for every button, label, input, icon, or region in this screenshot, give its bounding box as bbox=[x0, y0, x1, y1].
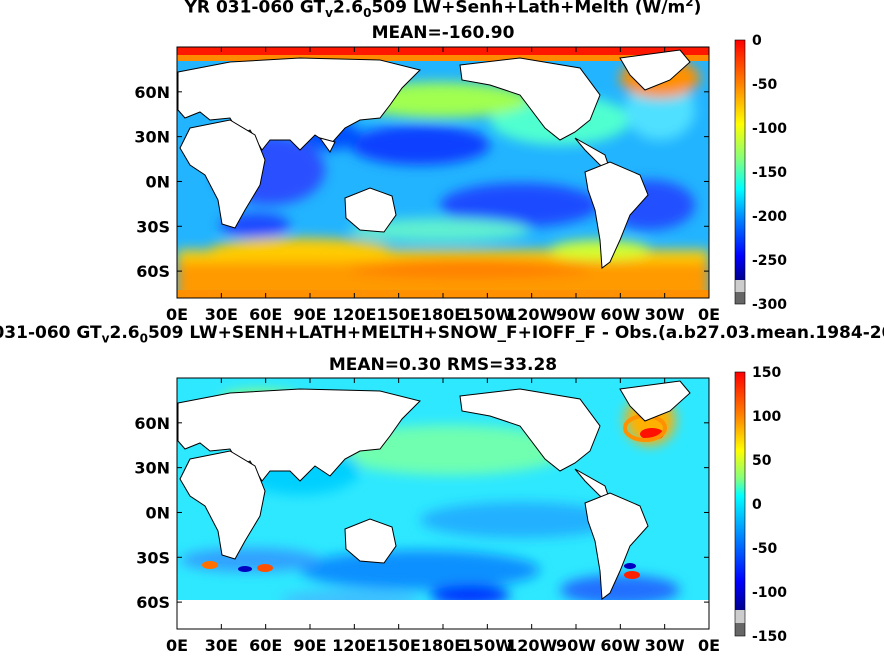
panel2-map bbox=[177, 378, 709, 629]
x-tick-label: 120E bbox=[332, 305, 376, 324]
y-tick-label: 0N bbox=[145, 503, 170, 522]
y-tick-label: 60N bbox=[134, 83, 170, 102]
colorbar-tick-label: -50 bbox=[752, 541, 778, 557]
colorbar-tick-label: 100 bbox=[752, 409, 781, 425]
y-tick-label: 60S bbox=[136, 262, 170, 281]
x-tick-label: 180E bbox=[421, 305, 465, 324]
x-tick-label: 120W bbox=[506, 305, 557, 324]
panel2-subtitle: MEAN=0.30 RMS=33.28 bbox=[328, 355, 558, 375]
panel1-map bbox=[177, 47, 709, 298]
x-tick-label: 0E bbox=[698, 636, 720, 655]
colorbar-tick-label: 0 bbox=[752, 33, 762, 49]
x-tick-label: 60E bbox=[249, 636, 282, 655]
x-tick-label: 90E bbox=[293, 305, 326, 324]
y-tick-label: 30S bbox=[136, 548, 170, 567]
x-tick-label: 90E bbox=[293, 636, 326, 655]
x-tick-label: 0E bbox=[698, 305, 720, 324]
x-tick-label: 60W bbox=[600, 636, 640, 655]
y-tick-label: 60S bbox=[136, 593, 170, 612]
x-tick-label: 0E bbox=[166, 636, 188, 655]
x-tick-label: 30W bbox=[645, 305, 685, 324]
x-tick-label: 60W bbox=[600, 305, 640, 324]
x-tick-label: 30E bbox=[205, 636, 238, 655]
colorbar-tick-label: -150 bbox=[752, 629, 787, 645]
colorbar-tick-label: -300 bbox=[752, 297, 787, 313]
y-tick-label: 30S bbox=[136, 217, 170, 236]
colorbar-tick-label: -250 bbox=[752, 253, 787, 269]
panel2-title: YR 031-060 GTv2.60509 LW+SENH+LATH+MELTH… bbox=[0, 323, 884, 346]
x-tick-label: 90W bbox=[556, 636, 596, 655]
x-tick-label: 30E bbox=[205, 305, 238, 324]
x-tick-label: 120E bbox=[332, 636, 376, 655]
panel2-colorbar bbox=[735, 372, 745, 610]
x-tick-label: 150E bbox=[377, 636, 421, 655]
x-tick-label: 150E bbox=[377, 305, 421, 324]
colorbar-tick-label: -100 bbox=[752, 585, 787, 601]
colorbar-tick-label: -150 bbox=[752, 165, 787, 181]
colorbar-tick-label: -50 bbox=[752, 77, 778, 93]
x-tick-label: 30W bbox=[645, 636, 685, 655]
x-tick-label: 150W bbox=[462, 305, 513, 324]
colorbar-tick-label: 150 bbox=[752, 365, 781, 381]
colorbar-tick-label: 50 bbox=[752, 453, 772, 469]
x-tick-label: 60E bbox=[249, 305, 282, 324]
x-tick-label: 0E bbox=[166, 305, 188, 324]
panel1-colorbar bbox=[735, 40, 745, 280]
x-tick-label: 90W bbox=[556, 305, 596, 324]
panel1-subtitle: MEAN=-160.90 bbox=[371, 23, 515, 43]
panel1-title: YR 031-060 GTv2.60509 LW+Senh+Lath+Melth… bbox=[184, 0, 702, 21]
x-tick-label: 150W bbox=[462, 636, 513, 655]
y-tick-label: 30N bbox=[134, 128, 170, 147]
x-tick-label: 180E bbox=[421, 636, 465, 655]
colorbar-tick-label: -200 bbox=[752, 209, 787, 225]
colorbar-tick-label: -100 bbox=[752, 121, 787, 137]
colorbar-tick-label: 0 bbox=[752, 497, 762, 513]
y-tick-label: 30N bbox=[134, 459, 170, 478]
y-tick-label: 0N bbox=[145, 172, 170, 191]
x-tick-label: 120W bbox=[506, 636, 557, 655]
y-tick-label: 60N bbox=[134, 414, 170, 433]
